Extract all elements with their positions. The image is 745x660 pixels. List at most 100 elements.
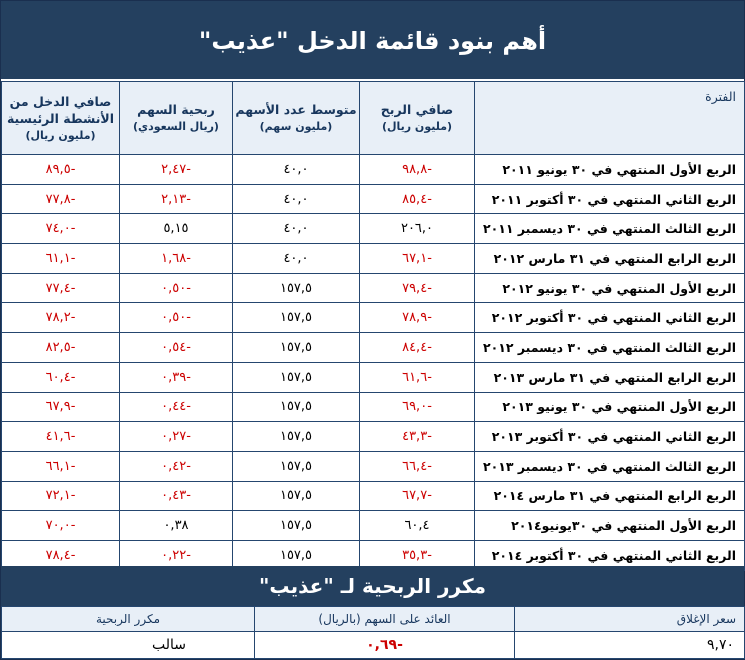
cell-period: الربع الثاني المنتهي في ٣٠ أكتوبر ٢٠١٤ xyxy=(474,539,745,571)
ratio-header-pe: مكرر الربحية xyxy=(1,606,255,632)
table-row: الربع الثاني المنتهي في ٣٠ أكتوبر ٢٠١٢ -٧… xyxy=(1,302,745,334)
cell-eps: -٠,٥٤ xyxy=(119,332,233,363)
cell-eps: -٢,٤٧ xyxy=(119,154,233,185)
table-row: الربع الأول المنتهي في ٣٠ يونيو ٢٠١٢ -٧٩,… xyxy=(1,272,745,304)
cell-eps: -٠,٤٤ xyxy=(119,391,233,423)
cell-eps: -٠,٥٠ xyxy=(119,302,233,334)
cell-avg-shares: ١٥٧,٥ xyxy=(232,361,360,393)
cell-core-income: -٨٩,٥ xyxy=(1,154,120,185)
cell-net-profit: ٦٠,٤ xyxy=(359,510,475,541)
cell-core-income: -٧٨,٤ xyxy=(1,539,120,571)
cell-avg-shares: ٤٠,٠ xyxy=(232,213,360,245)
cell-period: الربع الأول المنتهي في ٣٠ يونيو ٢٠١٢ xyxy=(474,272,745,304)
table-row: الربع الرابع المنتهي في ٣١ مارس ٢٠١٣ -٦١,… xyxy=(1,361,745,393)
cell-period: الربع الثاني المنتهي في ٣٠ أكتوبر ٢٠١٢ xyxy=(474,302,745,334)
table-row: الربع الثاني المنتهي في ٣٠ أكتوبر ٢٠١١ -٨… xyxy=(1,183,745,215)
cell-avg-shares: ١٥٧,٥ xyxy=(232,272,360,304)
cell-net-profit: -٦٧,١ xyxy=(359,243,475,274)
table-row: الربع الرابع المنتهي في ٣١ مارس ٢٠١٤ -٦٧,… xyxy=(1,480,745,512)
cell-net-profit: -٧٨,٩ xyxy=(359,302,475,334)
cell-net-profit: -٦٩,٠ xyxy=(359,391,475,423)
table-row: الربع الثاني المنتهي في ٣٠ أكتوبر ٢٠١٤ -٣… xyxy=(1,539,745,571)
cell-net-profit: -٦٧,٧ xyxy=(359,480,475,512)
cell-avg-shares: ١٥٧,٥ xyxy=(232,302,360,334)
ratio-header-eps: العائد على السهم (بالريال) xyxy=(254,606,515,632)
cell-core-income: -٦٦,١ xyxy=(1,450,120,482)
col-header-avg-shares-unit: (مليون سهم) xyxy=(259,120,333,133)
cell-core-income: -٤١,٦ xyxy=(1,421,120,452)
cell-eps: -٠,٢٢ xyxy=(119,539,233,571)
cell-net-profit: -٧٩,٤ xyxy=(359,272,475,304)
col-header-net-profit-label: صافي الربح xyxy=(380,102,454,117)
cell-avg-shares: ٤٠,٠ xyxy=(232,154,360,185)
cell-avg-shares: ١٥٧,٥ xyxy=(232,510,360,541)
cell-avg-shares: ٤٠,٠ xyxy=(232,183,360,215)
cell-avg-shares: ١٥٧,٥ xyxy=(232,450,360,482)
cell-net-profit: -٦١,٦ xyxy=(359,361,475,393)
col-header-core-income-label: صافي الدخل من الأنشطة الرئيسية xyxy=(6,93,115,126)
cell-core-income: -٧٨,٢ xyxy=(1,302,120,334)
page-title: أهم بنود قائمة الدخل "عذيب" xyxy=(1,1,744,81)
cell-period: الربع الأول المنتهي في ٣٠ يونيو ٢٠١١ xyxy=(474,154,745,185)
cell-core-income: -٧٧,٤ xyxy=(1,272,120,304)
cell-core-income: -٦٠,٤ xyxy=(1,361,120,393)
col-header-eps: ربحية السهم (ريال السعودي) xyxy=(119,81,233,155)
cell-eps: -٠,٣٩ xyxy=(119,361,233,393)
cell-net-profit: ٢٠٦,٠ xyxy=(359,213,475,245)
cell-eps: -١,٦٨ xyxy=(119,243,233,274)
cell-avg-shares: ١٥٧,٥ xyxy=(232,332,360,363)
cell-eps: ٠,٣٨ xyxy=(119,510,233,541)
col-header-avg-shares: متوسط عدد الأسهم (مليون سهم) xyxy=(232,81,360,155)
cell-core-income: -٧٠,٠ xyxy=(1,510,120,541)
cell-avg-shares: ١٥٧,٥ xyxy=(232,391,360,423)
cell-avg-shares: ١٥٧,٥ xyxy=(232,480,360,512)
income-table: الفترة صافي الربح (مليون ريال) متوسط عدد… xyxy=(1,81,745,571)
cell-net-profit: -٨٥,٤ xyxy=(359,183,475,215)
cell-core-income: -٧٧,٨ xyxy=(1,183,120,215)
cell-net-profit: -٦٦,٤ xyxy=(359,450,475,482)
col-header-avg-shares-label: متوسط عدد الأسهم xyxy=(235,102,357,117)
col-header-core-income-unit: (مليون ريال) xyxy=(25,128,96,142)
table-body: الربع الأول المنتهي في ٣٠ يونيو ٢٠١١ -٩٨,… xyxy=(1,154,745,571)
cell-net-profit: -٩٨,٨ xyxy=(359,154,475,185)
cell-net-profit: -٤٣,٣ xyxy=(359,421,475,452)
col-header-net-profit: صافي الربح (مليون ريال) xyxy=(359,81,475,155)
table-row: الربع الأول المنتهي في ٣٠يونيو٢٠١٤ ٦٠,٤ ١٥… xyxy=(1,510,745,541)
col-header-net-profit-unit: (مليون ريال) xyxy=(381,120,453,133)
cell-core-income: -٦٧,٩ xyxy=(1,391,120,423)
table-row: الربع الأول المنتهي في ٣٠ يونيو ٢٠١١ -٩٨,… xyxy=(1,154,745,185)
cell-period: الربع الثالث المنتهي في ٣٠ ديسمبر ٢٠١١ xyxy=(474,213,745,245)
ratio-header-row: سعر الإغلاق العائد على السهم (بالريال) م… xyxy=(1,606,745,632)
cell-core-income: -٧٢,١ xyxy=(1,480,120,512)
col-header-eps-label: ربحية السهم xyxy=(137,102,215,117)
table-row: الربع الأول المنتهي في ٣٠ يونيو ٢٠١٣ -٦٩,… xyxy=(1,391,745,423)
cell-period: الربع الأول المنتهي في ٣٠ يونيو ٢٠١٣ xyxy=(474,391,745,423)
cell-period: الربع الثالث المنتهي في ٣٠ ديسمبر ٢٠١٣ xyxy=(474,450,745,482)
cell-avg-shares: ٤٠,٠ xyxy=(232,243,360,274)
cell-eps: -٠,٢٧ xyxy=(119,421,233,452)
table-row: الربع الثالث المنتهي في ٣٠ ديسمبر ٢٠١٣ -٦… xyxy=(1,450,745,482)
cell-avg-shares: ١٥٧,٥ xyxy=(232,421,360,452)
cell-avg-shares: ١٥٧,٥ xyxy=(232,539,360,571)
cell-period: الربع الرابع المنتهي في ٣١ مارس ٢٠١٢ xyxy=(474,243,745,274)
cell-eps: -٠,٤٣ xyxy=(119,480,233,512)
cell-core-income: -٧٤,٠ xyxy=(1,213,120,245)
cell-eps: -٠,٥٠ xyxy=(119,272,233,304)
cell-period: الربع الثاني المنتهي في ٣٠ أكتوبر ٢٠١٣ xyxy=(474,421,745,452)
col-header-period: الفترة xyxy=(474,81,745,155)
table-header-row: الفترة صافي الربح (مليون ريال) متوسط عدد… xyxy=(1,81,745,155)
ratio-pe: سالب xyxy=(1,631,255,659)
table-row: الربع الرابع المنتهي في ٣١ مارس ٢٠١٢ -٦٧,… xyxy=(1,243,745,274)
table-row: الربع الثالث المنتهي في ٣٠ ديسمبر ٢٠١٢ -٨… xyxy=(1,332,745,363)
cell-eps: -٢,١٣ xyxy=(119,183,233,215)
cell-core-income: -٨٢,٥ xyxy=(1,332,120,363)
cell-period: الربع الرابع المنتهي في ٣١ مارس ٢٠١٤ xyxy=(474,480,745,512)
cell-period: الربع الأول المنتهي في ٣٠يونيو٢٠١٤ xyxy=(474,510,745,541)
ratio-title: مكرر الربحية لـ "عذيب" xyxy=(1,566,744,606)
col-header-eps-unit: (ريال السعودي) xyxy=(133,120,219,133)
cell-core-income: -٦١,١ xyxy=(1,243,120,274)
col-header-period-label: الفترة xyxy=(705,89,736,104)
ratio-closing-price: ٩,٧٠ xyxy=(514,631,745,659)
cell-eps: ٥,١٥ xyxy=(119,213,233,245)
